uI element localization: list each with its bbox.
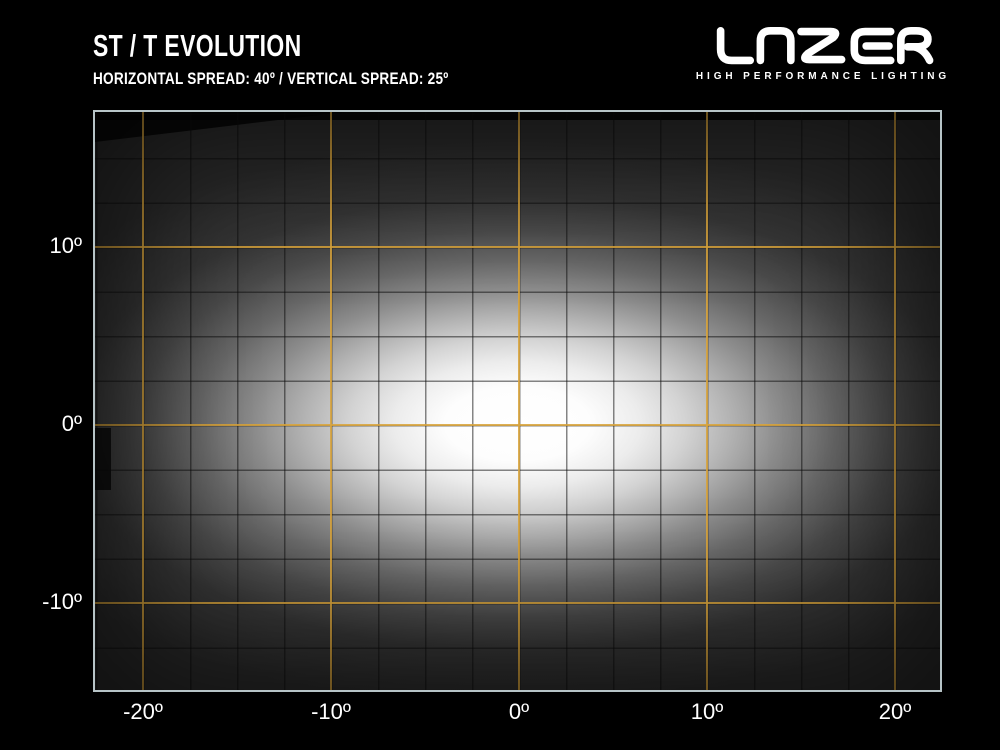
x-tick-label-0: 0º xyxy=(508,699,530,724)
x-tick-label-10: 10º xyxy=(690,699,724,724)
major-gridline-x-20 xyxy=(894,112,896,690)
minor-grid xyxy=(95,112,940,690)
lazer-logo-icon xyxy=(716,26,934,65)
major-gridline-y-0 xyxy=(95,424,940,426)
y-tick-label-neg10: -10º xyxy=(42,589,82,614)
major-gridline-x-neg20 xyxy=(142,112,144,690)
major-gridline-y-10 xyxy=(95,246,940,248)
major-gridline-x-neg10 xyxy=(330,112,332,690)
x-tick-label-20: 20º xyxy=(878,699,912,724)
major-gridline-x-10 xyxy=(706,112,708,690)
title-block: ST / T EVOLUTION HORIZONTAL SPREAD: 40º … xyxy=(93,30,537,87)
beam-plot xyxy=(93,110,942,692)
page-subtitle: HORIZONTAL SPREAD: 40º / VERTICAL SPREAD… xyxy=(93,69,449,88)
y-tick-label-0: 0º xyxy=(61,411,82,436)
page-title: ST / T EVOLUTION xyxy=(93,28,302,63)
x-tick-label-neg20: -20º xyxy=(123,699,163,724)
x-tick-label-neg10: -10º xyxy=(311,699,351,724)
major-gridline-x-0 xyxy=(518,112,520,690)
major-gridline-y-neg10 xyxy=(95,602,940,604)
y-tick-label-10: 10º xyxy=(49,233,82,258)
photo-vignette xyxy=(95,112,940,690)
brand-tagline: HIGH PERFORMANCE LIGHTING xyxy=(695,71,951,82)
brand-logo: HIGH PERFORMANCE LIGHTING xyxy=(694,24,952,82)
